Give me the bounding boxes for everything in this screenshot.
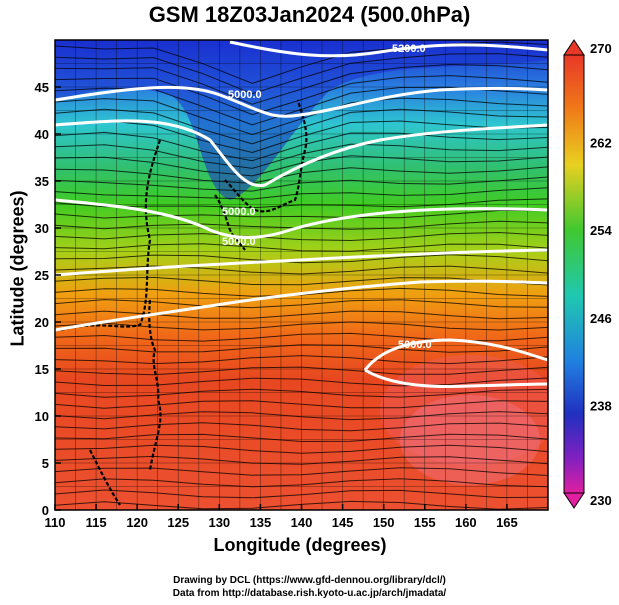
streamline <box>55 400 548 409</box>
y-tick-label: 10 <box>35 409 49 424</box>
x-tick-label: 125 <box>167 515 189 530</box>
streamline <box>55 433 548 443</box>
streamline <box>55 187 548 200</box>
streamline <box>55 63 548 105</box>
chart-title: GSM 18Z03Jan2024 (500.0hPa) <box>148 2 471 27</box>
x-axis-label: Longitude (degrees) <box>213 535 387 555</box>
streamline <box>55 444 548 454</box>
streamline <box>55 120 548 154</box>
x-tick-label: 130 <box>208 515 230 530</box>
y-tick-label: 30 <box>35 221 49 236</box>
colorbar-tick-label: 230 <box>590 493 612 508</box>
contour-lines <box>55 40 548 389</box>
colorbar: 230 238 246 254 262 270 <box>563 39 612 509</box>
y-axis-ticks: 0 5 10 15 20 25 30 35 40 45 <box>35 80 61 518</box>
streamline <box>55 344 548 353</box>
credit-data-source: Data from http://database.rish.kyoto-u.a… <box>172 588 447 599</box>
y-axis-label: Latitude (degrees) <box>7 190 28 347</box>
x-tick-label: 145 <box>332 515 354 530</box>
streamline <box>55 97 548 136</box>
colorbar-top-arrow <box>563 39 585 56</box>
colorbar-bottom-arrow <box>563 492 585 509</box>
contour-label: 5000.0 <box>228 89 262 101</box>
warm-high-region <box>380 355 548 465</box>
colorbar-ticks: 230 238 246 254 262 270 <box>590 41 612 508</box>
streamline <box>55 131 548 162</box>
x-tick-label: 135 <box>250 515 272 530</box>
streamline <box>55 299 548 309</box>
y-tick-label: 20 <box>35 315 49 330</box>
streamline <box>55 422 548 432</box>
contour-label: 5000.0 <box>222 206 256 218</box>
y-tick-label: 40 <box>35 127 49 142</box>
y-tick-label: 25 <box>35 268 49 283</box>
streamline <box>55 310 548 320</box>
contour-label: 5000.0 <box>222 236 256 248</box>
contour-label: 5200.0 <box>392 43 426 55</box>
streamline <box>55 489 548 499</box>
colorbar-tick-label: 270 <box>590 41 612 56</box>
credit-drawing: Drawing by DCL (https://www.gfd-dennou.o… <box>173 575 446 586</box>
contour-label: 5000.0 <box>398 339 432 351</box>
x-axis-ticks: 110 115 120 125 130 135 140 145 150 155 160 165 <box>45 504 518 530</box>
x-tick-label: 160 <box>455 515 477 530</box>
x-tick-label: 115 <box>86 515 107 530</box>
y-tick-label: 15 <box>35 362 49 377</box>
colorbar-tick-label: 238 <box>590 398 612 413</box>
grid-lines <box>55 40 548 510</box>
x-tick-label: 120 <box>126 515 148 530</box>
y-tick-label: 0 <box>42 503 49 518</box>
streamline <box>55 254 548 264</box>
streamline <box>55 198 548 209</box>
streamline <box>55 411 548 421</box>
colorbar-tick-label: 262 <box>590 136 612 151</box>
x-tick-label: 140 <box>291 515 313 530</box>
streamline <box>55 377 548 387</box>
streamline <box>55 166 548 184</box>
streamline <box>55 143 548 169</box>
streamline <box>55 355 548 365</box>
streamline <box>55 176 548 192</box>
streamline <box>55 53 548 95</box>
warm-high-core <box>400 395 540 485</box>
streamline <box>55 321 548 331</box>
x-tick-label: 110 <box>45 515 66 530</box>
streamline <box>55 388 548 398</box>
streamline <box>55 455 548 465</box>
y-tick-label: 35 <box>35 174 49 189</box>
colorbar-gradient <box>563 54 585 494</box>
streamline <box>55 265 548 275</box>
streamlines <box>55 41 548 510</box>
streamline <box>55 75 548 116</box>
streamline <box>55 287 548 297</box>
streamline <box>55 108 548 145</box>
y-tick-label: 45 <box>35 80 49 95</box>
x-tick-label: 165 <box>496 515 518 530</box>
plot-area <box>55 40 548 510</box>
streamline <box>55 243 548 252</box>
y-tick-label: 5 <box>42 456 49 471</box>
streamline <box>55 231 548 242</box>
streamline <box>55 41 548 84</box>
streamline <box>55 366 548 376</box>
streamline <box>55 209 548 219</box>
streamline <box>55 478 548 488</box>
colorbar-tick-label: 246 <box>590 311 612 326</box>
coastline <box>59 99 308 506</box>
streamline <box>55 276 548 286</box>
colorbar-tick-label: 254 <box>590 223 612 238</box>
x-tick-label: 155 <box>414 515 436 530</box>
streamline <box>55 467 548 476</box>
x-tick-label: 150 <box>373 515 395 530</box>
